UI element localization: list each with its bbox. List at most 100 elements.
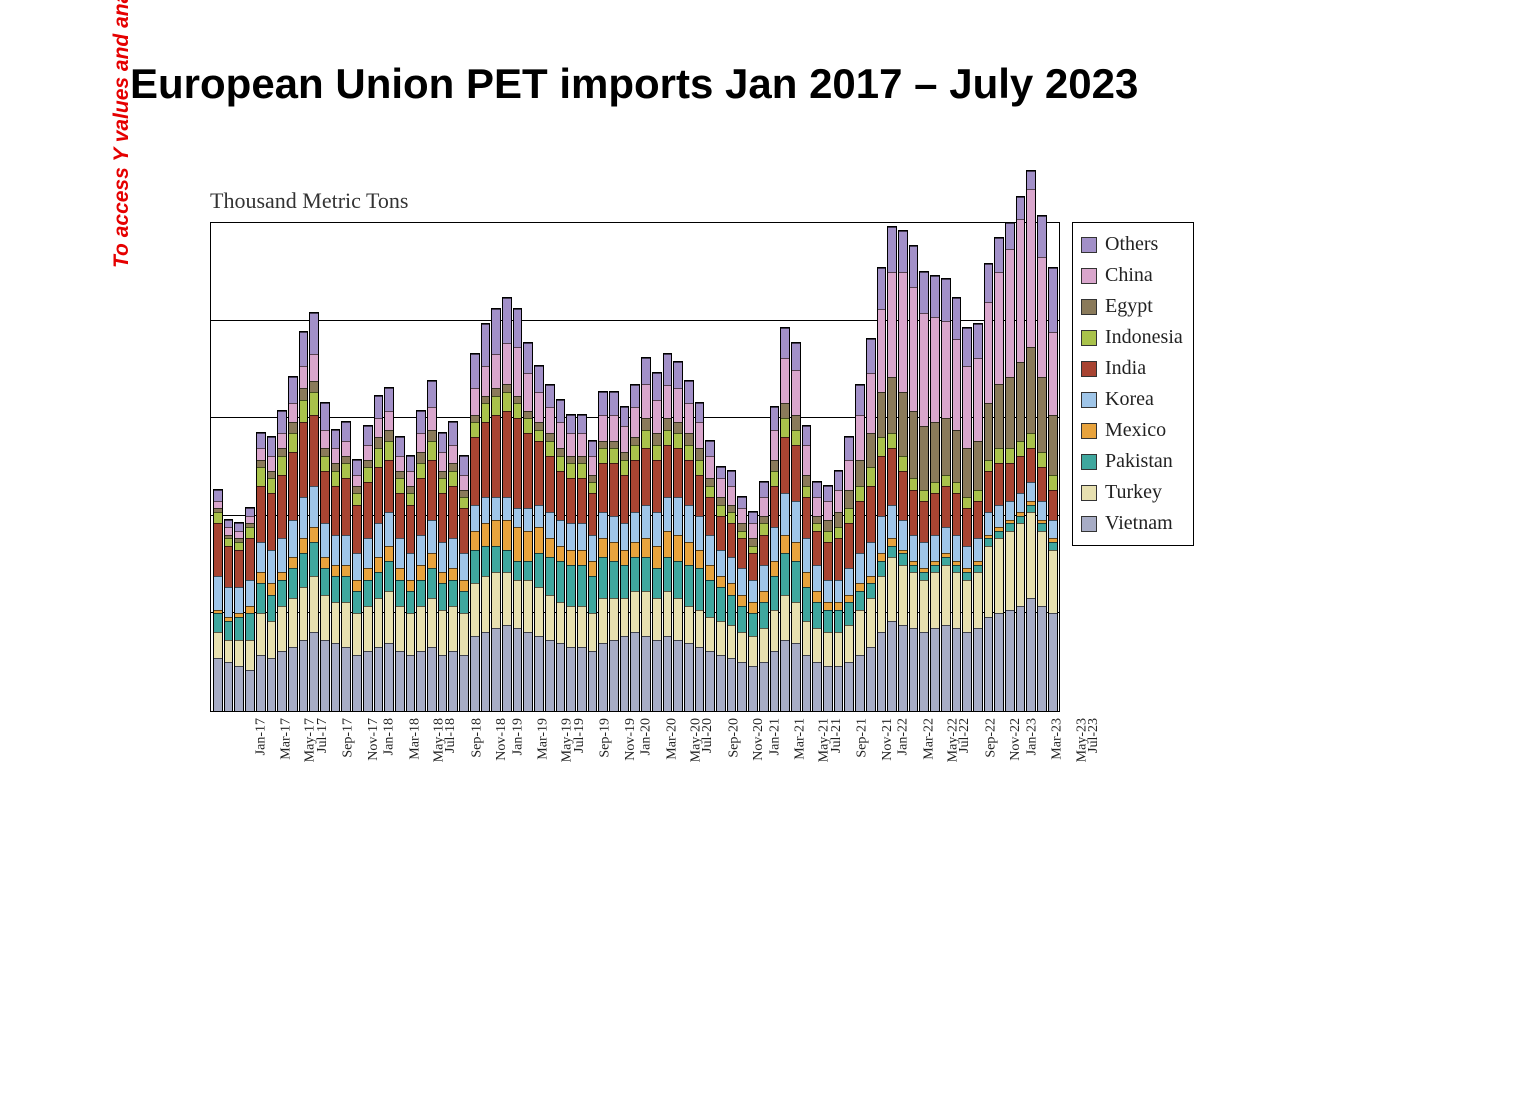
bar-segment-turkey	[246, 640, 254, 670]
bar-segment-turkey	[621, 598, 629, 636]
bar-segment-vietnam	[514, 628, 522, 711]
bar-column	[341, 421, 351, 711]
bar-segment-india	[407, 505, 415, 554]
bar-segment-mexico	[439, 572, 447, 583]
bar-segment-others	[557, 400, 565, 423]
bar-segment-egypt	[524, 411, 532, 419]
bar-segment-others	[631, 385, 639, 408]
bar-segment-vietnam	[268, 658, 276, 711]
bar-segment-indonesia	[396, 478, 404, 493]
bar-segment-turkey	[268, 621, 276, 659]
bar-segment-egypt	[867, 433, 875, 467]
bar-segment-mexico	[835, 602, 843, 610]
bar-segment-china	[974, 358, 982, 441]
bar-segment-indonesia	[717, 505, 725, 516]
bar-segment-others	[963, 328, 971, 366]
bar-segment-indonesia	[867, 467, 875, 486]
bar-segment-china	[364, 445, 372, 460]
bar-segment-korea	[417, 535, 425, 565]
bar-segment-turkey	[375, 598, 383, 647]
bar-segment-indonesia	[771, 471, 779, 486]
bar-segment-pakistan	[482, 546, 490, 576]
legend-item-others: Others	[1081, 229, 1183, 260]
bar-segment-china	[963, 366, 971, 449]
bar-segment-korea	[696, 516, 704, 550]
bar-segment-china	[888, 272, 896, 377]
bar-segment-indonesia	[1049, 475, 1057, 490]
legend-swatch	[1081, 423, 1097, 439]
bar-segment-turkey	[503, 572, 511, 625]
bar-segment-mexico	[268, 583, 276, 594]
bar-segment-china	[1027, 189, 1035, 347]
bar-segment-egypt	[888, 377, 896, 433]
bar-segment-vietnam	[1006, 610, 1014, 711]
bar-segment-indonesia	[492, 396, 500, 415]
bar-segment-pakistan	[717, 587, 725, 621]
bar-segment-pakistan	[524, 561, 532, 580]
bar-segment-pakistan	[867, 583, 875, 598]
bar-segment-korea	[888, 505, 896, 539]
bar-segment-vietnam	[749, 666, 757, 711]
bar-segment-indonesia	[417, 463, 425, 478]
bar-segment-others	[407, 456, 415, 471]
bar-segment-vietnam	[589, 651, 597, 711]
bar-segment-india	[492, 415, 500, 498]
bar-segment-pakistan	[492, 546, 500, 572]
bar-segment-turkey	[835, 632, 843, 666]
bar-segment-india	[289, 452, 297, 520]
bar-segment-india	[888, 448, 896, 504]
legend-label: Indonesia	[1105, 326, 1183, 349]
bar-column	[384, 387, 394, 711]
bar-segment-korea	[385, 512, 393, 546]
bar-segment-korea	[225, 587, 233, 617]
bar-segment-others	[428, 381, 436, 407]
bar-column	[566, 414, 576, 711]
bar-segment-india	[856, 501, 864, 554]
bar-segment-china	[407, 471, 415, 486]
bar-segment-indonesia	[332, 471, 340, 486]
bar-segment-others	[482, 324, 490, 365]
bar-segment-pakistan	[300, 553, 308, 587]
bar-segment-vietnam	[439, 655, 447, 711]
bar-segment-india	[738, 538, 746, 568]
bar-segment-china	[1017, 219, 1025, 362]
bar-segment-india	[674, 448, 682, 497]
bar-segment-china	[610, 415, 618, 441]
bar-segment-mexico	[792, 542, 800, 561]
bar-segment-turkey	[524, 580, 532, 633]
legend-swatch	[1081, 392, 1097, 408]
bar-segment-others	[621, 407, 629, 426]
bar-segment-vietnam	[631, 632, 639, 711]
bar-segment-korea	[439, 542, 447, 572]
bar-segment-korea	[610, 516, 618, 542]
x-label: Nov-19	[623, 718, 639, 761]
bar-segment-others	[289, 377, 297, 403]
bar-segment-mexico	[888, 538, 896, 546]
bar-segment-turkey	[610, 598, 618, 639]
bar-segment-indonesia	[856, 486, 864, 501]
bar-segment-turkey	[471, 583, 479, 636]
plot-row: OthersChinaEgyptIndonesiaIndiaKoreaMexic…	[160, 222, 1436, 712]
bar-segment-india	[332, 486, 340, 535]
bar-column	[331, 429, 341, 711]
bar-segment-egypt	[792, 415, 800, 430]
bar-segment-korea	[375, 523, 383, 557]
bar-column	[438, 432, 448, 711]
bar-segment-egypt	[482, 396, 490, 404]
bar-segment-turkey	[749, 636, 757, 666]
bar-segment-egypt	[1038, 377, 1046, 452]
x-axis: Jan-17Mar-17May-17Jul-17Sep-17Nov-17Jan-…	[210, 712, 1060, 852]
bar-segment-turkey	[771, 610, 779, 651]
bar-segment-indonesia	[845, 508, 853, 523]
bar-segment-egypt	[310, 381, 318, 392]
bar-column	[834, 470, 844, 711]
bar-segment-pakistan	[771, 576, 779, 610]
bar-segment-korea	[460, 553, 468, 579]
bar-segment-china	[738, 508, 746, 523]
bar-segment-turkey	[1038, 531, 1046, 606]
bar-segment-indonesia	[385, 441, 393, 460]
bar-segment-mexico	[760, 591, 768, 602]
bar-segment-india	[631, 460, 639, 513]
bar-segment-korea	[503, 497, 511, 520]
bar-column	[406, 455, 416, 711]
